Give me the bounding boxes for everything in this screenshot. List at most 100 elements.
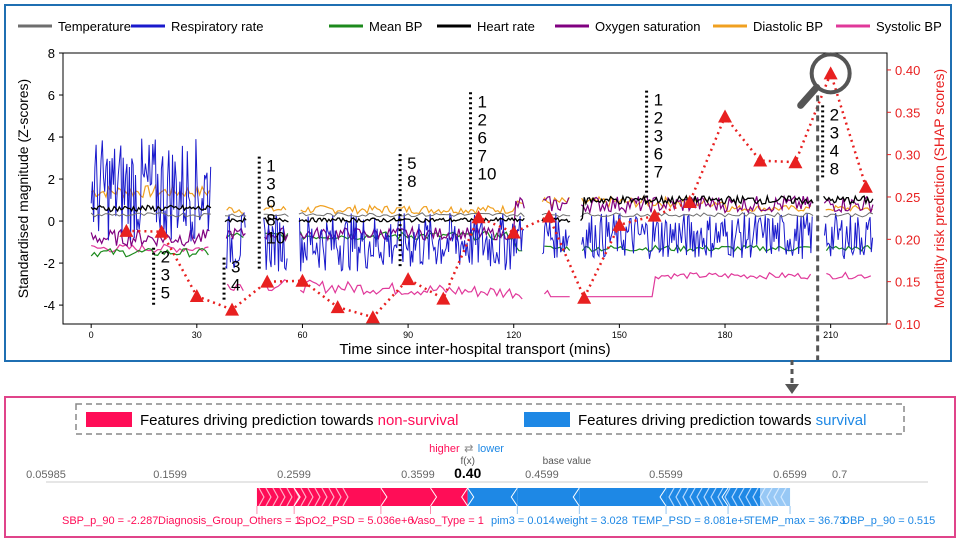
negative-separator [721, 487, 729, 507]
negative-chevron [689, 487, 696, 507]
positive-feature-label: SBP_p_90 = -2.287 [62, 515, 158, 527]
magnifier-handle [797, 83, 821, 109]
annotation-label: 4 [830, 141, 839, 160]
positive-bar-segment [430, 488, 468, 506]
annotation-label: 10 [266, 229, 285, 248]
y2-tick-label: 0.40 [895, 63, 920, 78]
legend-label: Heart rate [477, 19, 535, 34]
annotation-label: 2 [161, 248, 170, 267]
annotation-label: 2 [830, 105, 839, 124]
risk-score-marker [154, 224, 169, 238]
higher-label: higher [429, 443, 460, 455]
annotation-label: 2 [478, 110, 487, 129]
risk-score-marker [436, 291, 451, 305]
annotation-label: 2 [654, 109, 663, 128]
x-tick-label: 0 [89, 330, 94, 340]
lower-label: lower [478, 443, 505, 455]
positive-swatch [86, 412, 132, 427]
positive-chevron [279, 487, 286, 507]
risk-score-marker [753, 153, 768, 167]
force-tick-label: 0.3599 [401, 469, 435, 481]
magnifier-icon [797, 52, 852, 109]
annotation-label: 6 [654, 145, 663, 164]
legend-label: Mean BP [369, 19, 422, 34]
y-tick-label: 0 [48, 214, 55, 229]
positive-chevron [265, 487, 272, 507]
negative-separator [659, 487, 667, 507]
annotation-label: 5 [161, 284, 170, 303]
positive-chevron [335, 487, 342, 507]
risk-score-marker [225, 302, 240, 316]
positive-chevron [342, 487, 349, 507]
risk-score-line [126, 69, 868, 319]
positive-bar-segment [294, 488, 381, 506]
annotation-label: 3 [266, 175, 275, 194]
risk-score-marker [612, 217, 627, 231]
negative-chevron [731, 487, 738, 507]
negative-legend-label: Features driving prediction towards surv… [578, 412, 866, 429]
force-tick-label: 0.7 [832, 469, 847, 481]
negative-chevron [752, 487, 759, 507]
legend-label: Diastolic BP [753, 19, 823, 34]
connector-arrow [785, 360, 799, 394]
y-tick-label: 6 [48, 88, 55, 103]
negative-chevron [696, 487, 703, 507]
risk-score-marker [260, 274, 275, 288]
negative-chevron [717, 487, 724, 507]
shap-force-plot: Features driving prediction towards non-… [26, 403, 935, 527]
risk-score-marker [365, 310, 380, 324]
annotation-label: 3 [830, 123, 839, 142]
legend-label: Respiratory rate [171, 19, 263, 34]
positive-chevron [307, 487, 314, 507]
y2-tick-label: 0.20 [895, 232, 920, 247]
x-tick-label: 210 [823, 330, 838, 340]
legend-label: Oxygen saturation [595, 19, 701, 34]
positive-chevron [314, 487, 321, 507]
negative-feature-label: TEMP_max = 36.73 [748, 515, 846, 527]
risk-score-marker [119, 223, 134, 237]
y-tick-label: 8 [48, 46, 55, 61]
negative-bar-segment [467, 488, 518, 506]
risk-score-marker [823, 66, 838, 80]
x-tick-label: 60 [297, 330, 307, 340]
negative-chevron [710, 487, 717, 507]
annotation-label: 3 [161, 266, 170, 285]
x-tick-label: 120 [506, 330, 521, 340]
y2-tick-label: 0.35 [895, 105, 920, 120]
negative-chevron [675, 487, 682, 507]
annotation-label: 8 [407, 172, 416, 191]
positive-chevron [328, 487, 335, 507]
negative-swatch [524, 412, 570, 427]
negative-chevron [738, 487, 745, 507]
time-series-chart: Temperature Respiratory rate Mean BP Heart … [15, 19, 947, 360]
risk-score-marker [647, 208, 662, 222]
positive-feature-label: SpO2_PSD = 5.036e+6 [298, 515, 414, 527]
negative-chevron [668, 487, 675, 507]
risk-score-marker [718, 109, 733, 123]
negative-feature-label: weight = 3.028 [555, 515, 628, 527]
annotation-label: 8 [266, 211, 275, 230]
positive-chevron [258, 487, 265, 507]
risk-score-marker [295, 273, 310, 287]
positive-bar-segment [256, 488, 295, 506]
risk-score-marker [471, 210, 486, 224]
y2-tick-label: 0.15 [895, 275, 920, 290]
legend-label: Temperature [58, 19, 131, 34]
force-tick-label: 0.5599 [649, 469, 683, 481]
negative-feature-label: TEMP_PSD = 8.081e+5 [632, 515, 750, 527]
x-tick-label: 90 [403, 330, 413, 340]
temperature-line [90, 211, 874, 218]
positive-separator [467, 487, 475, 507]
risk-score-marker [858, 179, 873, 193]
negative-chevron [703, 487, 710, 507]
positive-feature-label: Diagnosis_Group_Others = 1 [158, 515, 301, 527]
positive-bar-segment [380, 488, 431, 506]
annotation-label: 1 [478, 92, 487, 111]
risk-score-marker [788, 155, 803, 169]
positive-chevron [321, 487, 328, 507]
negative-separator [510, 487, 518, 507]
x-tick-label: 30 [192, 330, 202, 340]
diastolic-bp-line [90, 183, 873, 215]
negative-chevron [724, 487, 731, 507]
fx-value: 0.40 [454, 465, 481, 481]
